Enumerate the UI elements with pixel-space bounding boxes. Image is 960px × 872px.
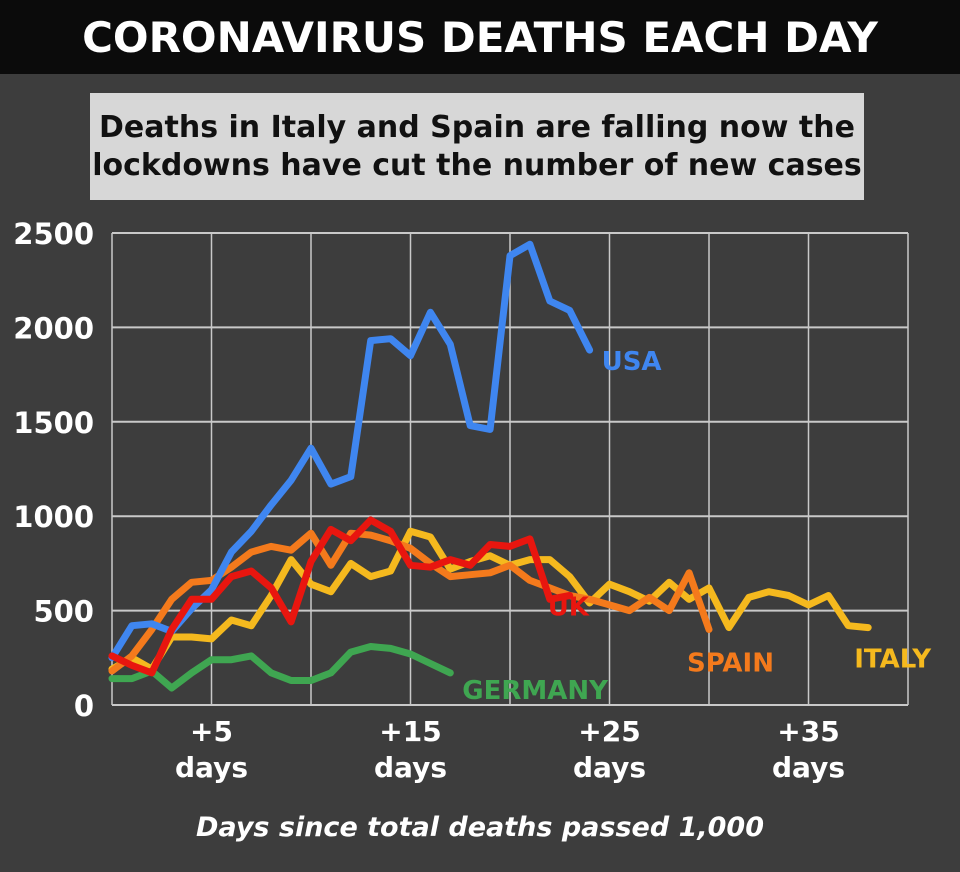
y-tick-label: 500: [33, 595, 94, 629]
subtitle-line-2: lockdowns have cut the number of new cas…: [92, 147, 862, 183]
chart-subtitle: Deaths in Italy and Spain are falling no…: [90, 93, 864, 200]
series-labels: USA ITALY SPAIN UK GERMANY: [462, 347, 932, 706]
series-line-spain: [108, 529, 713, 675]
y-tick-label: 1500: [13, 406, 94, 440]
series-label-usa: USA: [602, 347, 662, 377]
series-label-spain: SPAIN: [687, 648, 774, 678]
x-tick-label-unit: days: [772, 751, 845, 784]
y-tick-label: 1000: [13, 500, 94, 534]
x-tick-label-unit: days: [374, 751, 447, 784]
y-tick-label: 2000: [13, 311, 94, 345]
series-line-uk: [108, 516, 574, 677]
series-label-italy: ITALY: [854, 645, 932, 675]
series-line-italy: [108, 527, 872, 673]
series-line-usa: [108, 240, 594, 662]
x-tick-label: +25: [578, 715, 640, 748]
subtitle-line-1: Deaths in Italy and Spain are falling no…: [99, 109, 855, 145]
y-axis: 0 500 1000 1500 2000 2500: [13, 217, 94, 723]
y-tick-label: 2500: [13, 217, 94, 251]
series-line-germany: [108, 643, 454, 692]
x-tick-label-unit: days: [175, 751, 248, 784]
x-axis-label: Days since total deaths passed 1,000: [196, 812, 764, 843]
x-tick-label: +15: [379, 715, 441, 748]
x-tick-label: +35: [777, 715, 839, 748]
chart-title-text: CORONAVIRUS DEATHS EACH DAY: [82, 12, 878, 62]
series-label-germany: GERMANY: [462, 676, 609, 706]
series-lines: [108, 240, 872, 692]
y-tick-label: 0: [74, 689, 94, 723]
series-label-uk: UK: [548, 592, 590, 622]
grid-lines: [111, 232, 909, 706]
x-tick-label-unit: days: [573, 751, 646, 784]
chart-title: CORONAVIRUS DEATHS EACH DAY: [0, 0, 960, 74]
x-tick-label: +5: [190, 715, 233, 748]
